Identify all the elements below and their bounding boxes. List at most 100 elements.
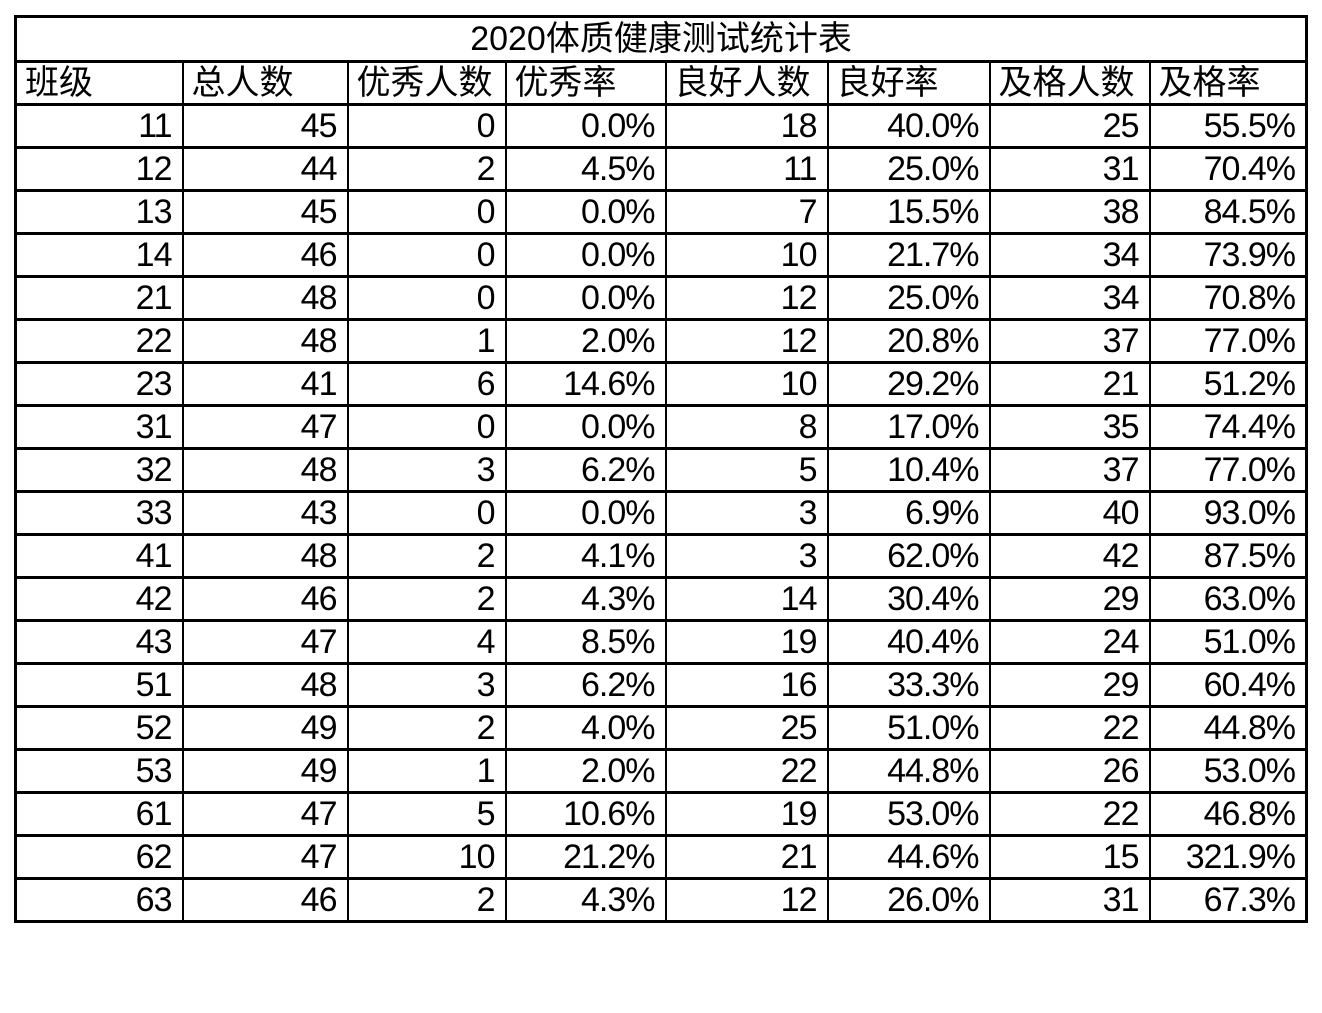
cell-pass-count[interactable]: 31 xyxy=(988,877,1151,923)
cell-good-count[interactable]: 22 xyxy=(664,748,829,794)
cell-class[interactable]: 41 xyxy=(14,533,184,579)
cell-class[interactable]: 14 xyxy=(14,232,184,278)
cell-excellent-rate[interactable]: 21.2% xyxy=(504,834,667,880)
cell-excellent-rate[interactable]: 0.0% xyxy=(504,103,667,149)
cell-good-rate[interactable]: 33.3% xyxy=(826,662,991,708)
cell-good-count[interactable]: 25 xyxy=(664,705,829,751)
cell-good-rate[interactable]: 44.6% xyxy=(826,834,991,880)
cell-excellent-count[interactable]: 5 xyxy=(346,791,507,837)
cell-excellent-count[interactable]: 2 xyxy=(346,533,507,579)
cell-good-rate[interactable]: 44.8% xyxy=(826,748,991,794)
cell-pass-rate[interactable]: 60.4% xyxy=(1148,662,1308,708)
cell-excellent-count[interactable]: 2 xyxy=(346,146,507,192)
cell-pass-count[interactable]: 37 xyxy=(988,447,1151,493)
cell-pass-count[interactable]: 22 xyxy=(988,791,1151,837)
cell-total-count[interactable]: 48 xyxy=(181,447,349,493)
cell-good-rate[interactable]: 20.8% xyxy=(826,318,991,364)
cell-pass-rate[interactable]: 87.5% xyxy=(1148,533,1308,579)
cell-excellent-count[interactable]: 1 xyxy=(346,748,507,794)
cell-good-count[interactable]: 11 xyxy=(664,146,829,192)
cell-excellent-count[interactable]: 0 xyxy=(346,275,507,321)
cell-class[interactable]: 62 xyxy=(14,834,184,880)
cell-good-count[interactable]: 12 xyxy=(664,318,829,364)
cell-pass-rate[interactable]: 73.9% xyxy=(1148,232,1308,278)
cell-total-count[interactable]: 49 xyxy=(181,748,349,794)
cell-pass-rate[interactable]: 55.5% xyxy=(1148,103,1308,149)
cell-excellent-count[interactable]: 3 xyxy=(346,447,507,493)
cell-excellent-count[interactable]: 2 xyxy=(346,877,507,923)
cell-good-rate[interactable]: 25.0% xyxy=(826,146,991,192)
cell-good-count[interactable]: 10 xyxy=(664,361,829,407)
cell-excellent-count[interactable]: 2 xyxy=(346,576,507,622)
cell-excellent-count[interactable]: 3 xyxy=(346,662,507,708)
column-header-good-rate[interactable]: 良好率 xyxy=(826,60,991,106)
column-header-pass-rate[interactable]: 及格率 xyxy=(1148,60,1308,106)
cell-good-count[interactable]: 19 xyxy=(664,619,829,665)
column-header-class[interactable]: 班级 xyxy=(14,60,184,106)
cell-pass-rate[interactable]: 63.0% xyxy=(1148,576,1308,622)
cell-good-count[interactable]: 19 xyxy=(664,791,829,837)
cell-class[interactable]: 23 xyxy=(14,361,184,407)
cell-total-count[interactable]: 46 xyxy=(181,232,349,278)
cell-excellent-count[interactable]: 0 xyxy=(346,490,507,536)
cell-pass-count[interactable]: 15 xyxy=(988,834,1151,880)
cell-pass-rate[interactable]: 53.0% xyxy=(1148,748,1308,794)
cell-excellent-rate[interactable]: 2.0% xyxy=(504,318,667,364)
cell-total-count[interactable]: 44 xyxy=(181,146,349,192)
cell-pass-rate[interactable]: 77.0% xyxy=(1148,447,1308,493)
cell-good-count[interactable]: 3 xyxy=(664,533,829,579)
cell-good-count[interactable]: 7 xyxy=(664,189,829,235)
cell-good-count[interactable]: 8 xyxy=(664,404,829,450)
cell-pass-rate[interactable]: 51.0% xyxy=(1148,619,1308,665)
cell-good-count[interactable]: 21 xyxy=(664,834,829,880)
cell-pass-rate[interactable]: 93.0% xyxy=(1148,490,1308,536)
cell-good-count[interactable]: 5 xyxy=(664,447,829,493)
cell-total-count[interactable]: 47 xyxy=(181,404,349,450)
cell-class[interactable]: 11 xyxy=(14,103,184,149)
cell-class[interactable]: 61 xyxy=(14,791,184,837)
cell-pass-rate[interactable]: 70.4% xyxy=(1148,146,1308,192)
cell-excellent-rate[interactable]: 10.6% xyxy=(504,791,667,837)
cell-total-count[interactable]: 48 xyxy=(181,275,349,321)
cell-total-count[interactable]: 49 xyxy=(181,705,349,751)
cell-excellent-count[interactable]: 0 xyxy=(346,232,507,278)
cell-class[interactable]: 31 xyxy=(14,404,184,450)
cell-pass-rate[interactable]: 321.9% xyxy=(1148,834,1308,880)
cell-good-count[interactable]: 10 xyxy=(664,232,829,278)
cell-pass-count[interactable]: 34 xyxy=(988,232,1151,278)
cell-excellent-rate[interactable]: 4.3% xyxy=(504,877,667,923)
cell-total-count[interactable]: 48 xyxy=(181,318,349,364)
cell-excellent-rate[interactable]: 4.1% xyxy=(504,533,667,579)
cell-pass-count[interactable]: 35 xyxy=(988,404,1151,450)
cell-class[interactable]: 63 xyxy=(14,877,184,923)
cell-class[interactable]: 13 xyxy=(14,189,184,235)
cell-good-rate[interactable]: 15.5% xyxy=(826,189,991,235)
cell-pass-count[interactable]: 22 xyxy=(988,705,1151,751)
cell-total-count[interactable]: 45 xyxy=(181,189,349,235)
cell-excellent-rate[interactable]: 0.0% xyxy=(504,189,667,235)
cell-excellent-count[interactable]: 0 xyxy=(346,189,507,235)
cell-good-rate[interactable]: 40.0% xyxy=(826,103,991,149)
cell-class[interactable]: 22 xyxy=(14,318,184,364)
cell-excellent-rate[interactable]: 8.5% xyxy=(504,619,667,665)
cell-excellent-rate[interactable]: 0.0% xyxy=(504,490,667,536)
cell-total-count[interactable]: 48 xyxy=(181,533,349,579)
cell-good-rate[interactable]: 51.0% xyxy=(826,705,991,751)
cell-excellent-rate[interactable]: 4.3% xyxy=(504,576,667,622)
cell-excellent-rate[interactable]: 0.0% xyxy=(504,275,667,321)
cell-good-rate[interactable]: 6.9% xyxy=(826,490,991,536)
cell-good-rate[interactable]: 30.4% xyxy=(826,576,991,622)
cell-total-count[interactable]: 46 xyxy=(181,576,349,622)
cell-class[interactable]: 33 xyxy=(14,490,184,536)
cell-good-rate[interactable]: 10.4% xyxy=(826,447,991,493)
cell-good-rate[interactable]: 40.4% xyxy=(826,619,991,665)
column-header-total-count[interactable]: 总人数 xyxy=(181,60,349,106)
cell-good-count[interactable]: 12 xyxy=(664,275,829,321)
cell-good-rate[interactable]: 29.2% xyxy=(826,361,991,407)
column-header-pass-count[interactable]: 及格人数 xyxy=(988,60,1151,106)
cell-pass-count[interactable]: 37 xyxy=(988,318,1151,364)
cell-excellent-count[interactable]: 6 xyxy=(346,361,507,407)
cell-excellent-rate[interactable]: 0.0% xyxy=(504,404,667,450)
cell-good-rate[interactable]: 25.0% xyxy=(826,275,991,321)
column-header-good-count[interactable]: 良好人数 xyxy=(664,60,829,106)
